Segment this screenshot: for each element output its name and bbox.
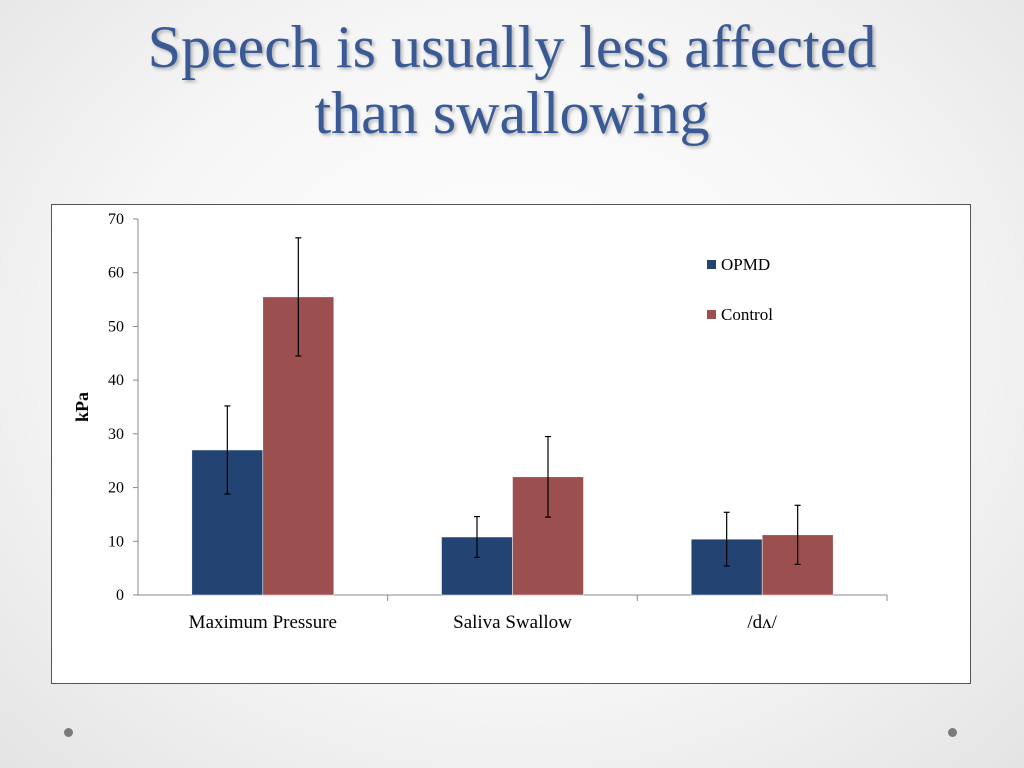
x-tick-label: /dʌ/ <box>747 612 777 633</box>
y-tick-label: 20 <box>108 480 124 497</box>
y-tick-label: 30 <box>108 426 124 443</box>
x-tick-label: Maximum Pressure <box>189 612 337 633</box>
y-tick-label: 0 <box>116 587 124 604</box>
legend-swatch-opmd <box>707 260 716 269</box>
slide-title-line-1: Speech is usually less affected <box>147 14 877 80</box>
y-tick-label: 60 <box>108 265 124 282</box>
y-tick-label: 70 <box>108 211 124 228</box>
bar-chart: 0 10 20 30 40 50 60 70 kPa Maximum Pressure Saliva… <box>72 211 888 633</box>
slide-title-line-2: than swallowing <box>314 80 710 146</box>
slide-title: Speech is usually less affected than swa… <box>0 14 1024 146</box>
nav-dot-left <box>64 728 73 737</box>
y-tick-label: 40 <box>108 372 124 389</box>
legend-swatch-control <box>707 310 716 319</box>
chart-frame: 0 10 20 30 40 50 60 70 kPa Maximum Pressure Saliva… <box>51 204 971 684</box>
y-axis-title: kPa <box>72 392 92 422</box>
x-tick-label: Saliva Swallow <box>453 612 572 633</box>
legend-label-opmd: OPMD <box>721 255 770 274</box>
y-tick-label: 10 <box>108 533 124 550</box>
nav-dot-right <box>948 728 957 737</box>
legend-label-control: Control <box>721 305 773 324</box>
y-tick-label: 50 <box>108 318 124 335</box>
